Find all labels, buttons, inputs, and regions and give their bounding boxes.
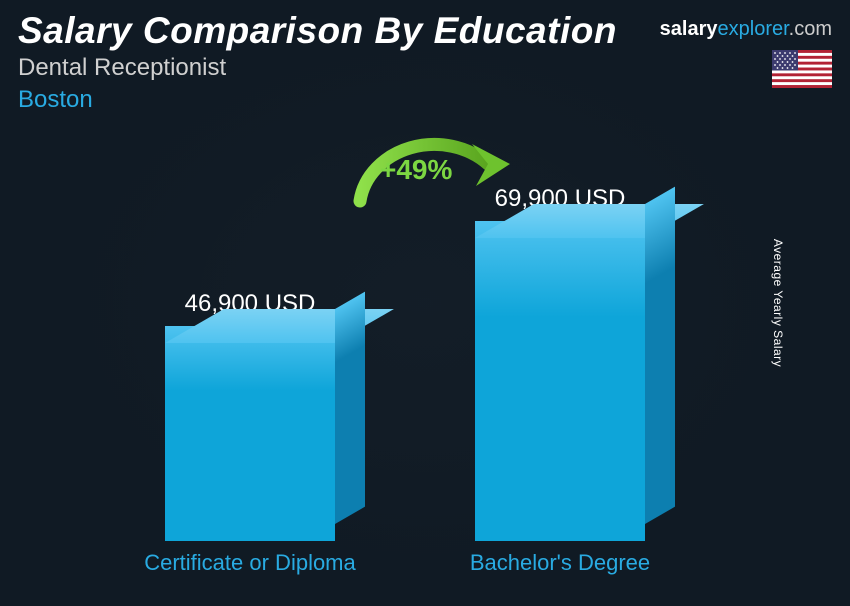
bar-group: 69,900 USD: [445, 185, 675, 541]
city-label: Boston: [18, 86, 832, 114]
bar-group: 46,900 USD: [135, 290, 365, 541]
bar-axis-label: Certificate or Diploma: [120, 550, 380, 576]
bar-chart: +49% 46,900 USD Certificate or Diploma 69,…: [0, 146, 810, 576]
brand-domain: .com: [789, 18, 832, 40]
brand-part2: explorer: [718, 18, 789, 40]
bar-3d: [165, 326, 335, 541]
bar-3d: [475, 221, 645, 541]
job-title: Dental Receptionist: [18, 54, 832, 82]
infographic-canvas: Salary Comparison By Education Dental Re…: [0, 0, 850, 606]
brand-part1: salary: [660, 18, 718, 40]
us-flag-icon: [772, 50, 832, 88]
brand-logo: salaryexplorer.com: [660, 18, 832, 41]
percent-increase-badge: +49%: [380, 154, 452, 186]
bar-axis-label: Bachelor's Degree: [430, 550, 690, 576]
